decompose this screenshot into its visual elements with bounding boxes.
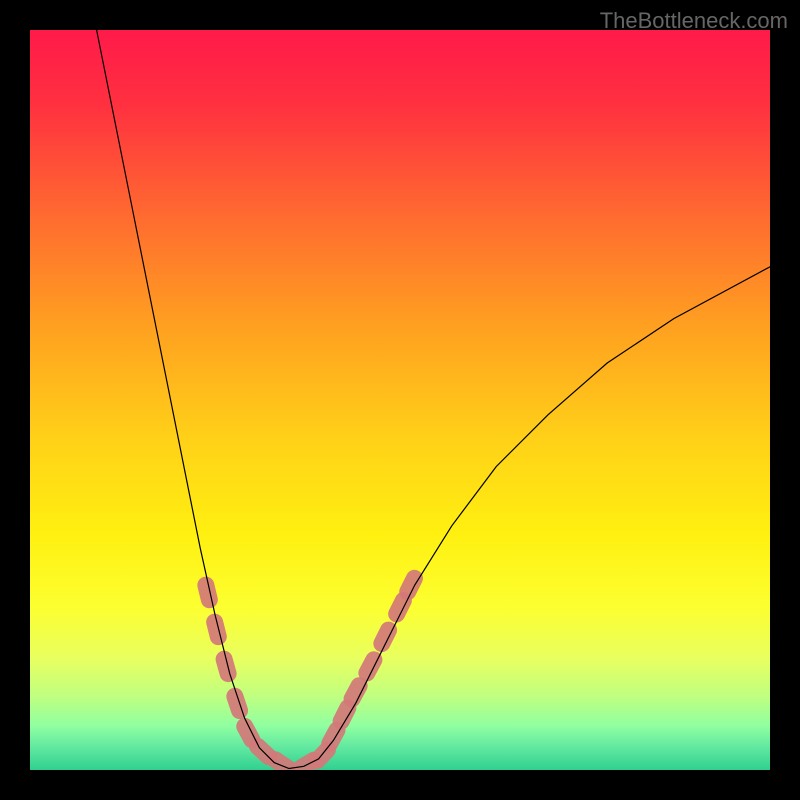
chart-overlay	[30, 30, 770, 770]
marker	[204, 612, 228, 647]
marker	[214, 649, 239, 684]
marker	[224, 686, 250, 722]
watermark-text: TheBottleneck.com	[600, 8, 788, 34]
markers-group	[196, 567, 426, 770]
plot-area	[30, 30, 770, 770]
bottleneck-curve	[97, 30, 770, 769]
